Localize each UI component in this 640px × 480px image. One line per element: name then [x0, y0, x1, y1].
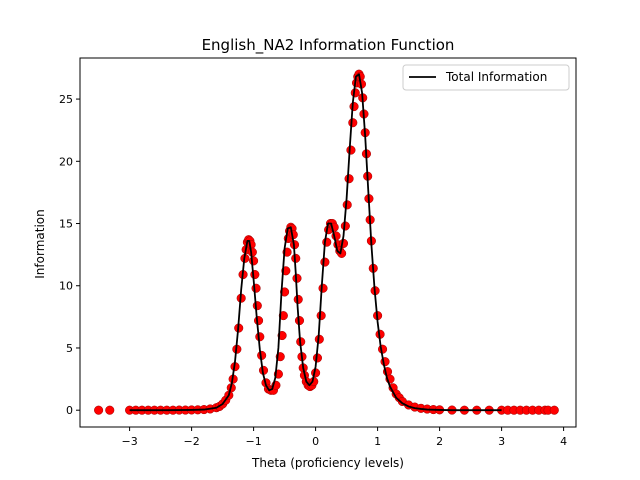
axes-frame — [79, 57, 577, 428]
plot-layer — [94, 69, 559, 415]
legend: Total Information — [402, 64, 570, 91]
x-tick-label: −3 — [121, 435, 137, 448]
x-tick-label: 1 — [374, 435, 381, 448]
x-tick-label: −1 — [245, 435, 261, 448]
legend-label-total-information: Total Information — [445, 70, 547, 84]
x-tick-label: 3 — [498, 435, 505, 448]
chart-title: English_NA2 Information Function — [202, 36, 455, 55]
y-tick-label: 10 — [59, 280, 73, 293]
x-tick-label: −2 — [183, 435, 199, 448]
y-axis-label: Information — [33, 209, 47, 278]
x-axis-label: Theta (proficiency levels) — [251, 456, 404, 470]
data-point — [249, 256, 259, 266]
y-tick-label: 20 — [59, 155, 73, 168]
data-point — [316, 311, 326, 321]
data-point — [105, 405, 115, 415]
y-tick-label: 15 — [59, 218, 73, 231]
data-point — [250, 270, 260, 280]
data-point — [318, 283, 328, 293]
data-point — [251, 283, 261, 293]
data-point — [322, 237, 332, 247]
y-tick-label: 0 — [66, 404, 73, 417]
y-tick-label: 25 — [59, 93, 73, 106]
data-point — [254, 316, 264, 326]
ticks-layer: −3 −2 −1 0 1 2 3 4 0 5 10 15 20 25 — [59, 93, 567, 448]
data-point — [349, 101, 359, 112]
legend-box — [402, 64, 570, 91]
x-tick-label: 2 — [436, 435, 443, 448]
series-line-total-information — [129, 73, 502, 412]
data-point — [94, 405, 104, 415]
y-tick-label: 5 — [66, 342, 73, 355]
x-tick-label: 0 — [312, 435, 319, 448]
data-point — [247, 247, 257, 257]
data-point — [346, 145, 356, 155]
data-point — [350, 88, 360, 98]
data-point — [348, 118, 358, 128]
data-point — [320, 257, 330, 267]
data-point — [549, 405, 559, 415]
data-point — [255, 332, 265, 342]
x-tick-label: 4 — [560, 435, 567, 448]
data-point — [252, 301, 262, 311]
data-point — [344, 174, 354, 184]
